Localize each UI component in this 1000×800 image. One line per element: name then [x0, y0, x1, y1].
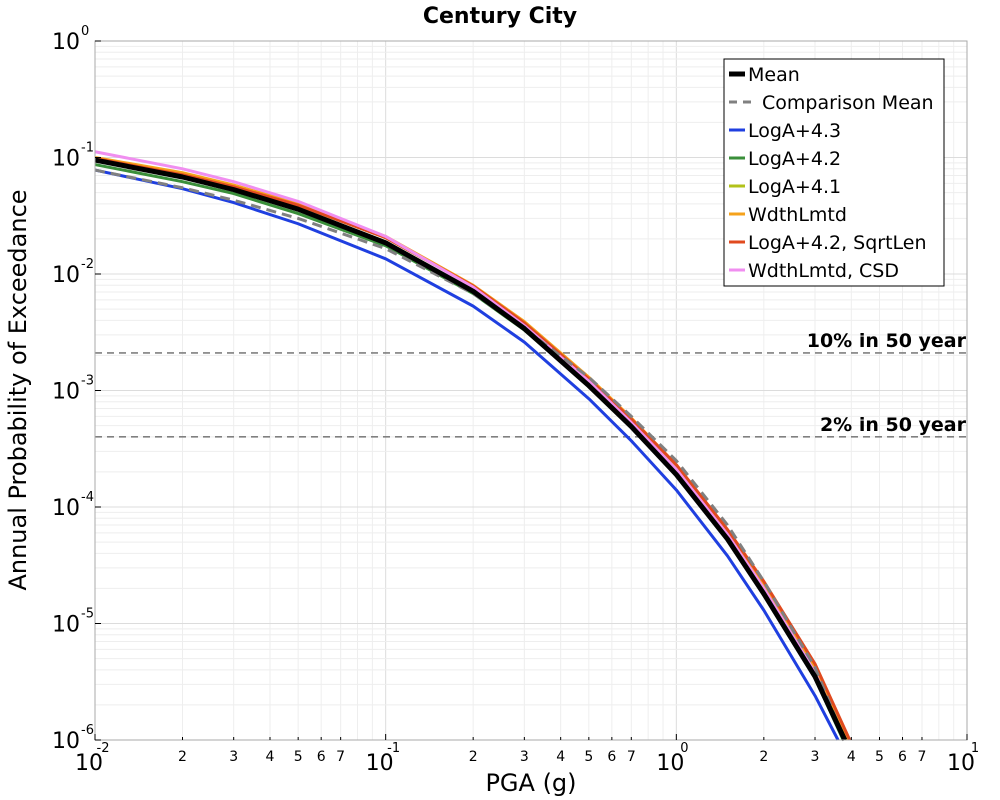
series-line: [94, 168, 847, 741]
x-axis-label: PGA (g): [485, 769, 576, 797]
legend-label: LogA+4.1: [748, 176, 841, 198]
series-lines: [94, 150, 852, 742]
y-tick-label: 10: [52, 263, 80, 288]
x-minor-tick-label: 2: [178, 749, 187, 765]
x-minor-tick-label: 4: [847, 749, 856, 765]
x-minor-tick-label: 3: [811, 749, 820, 765]
y-tick-label: 10: [52, 613, 80, 638]
y-tick-label: 10: [52, 147, 80, 172]
y-tick-exponent: -2: [81, 257, 94, 272]
legend-label: LogA+4.3: [748, 120, 841, 142]
x-minor-tick-label: 4: [266, 749, 275, 765]
y-axis-label: Annual Probability of Exceedance: [4, 189, 32, 590]
x-tick-exponent: -1: [387, 741, 400, 756]
x-tick-label: 10: [366, 751, 394, 776]
x-minor-tick-label: 7: [627, 749, 636, 765]
legend-label: Comparison Mean: [762, 92, 934, 114]
legend-label: LogA+4.2: [748, 148, 841, 170]
x-minor-tick-label: 2: [469, 749, 478, 765]
y-tick-label: 10: [52, 380, 80, 405]
x-minor-tick-label: 5: [294, 749, 303, 765]
x-tick-label: 10: [75, 751, 103, 776]
x-tick-exponent: 1: [971, 741, 979, 756]
y-tick-exponent: 0: [81, 24, 89, 39]
legend: Mean Comparison Mean LogA+4.3 LogA+4.2 LogA+…: [723, 58, 945, 287]
x-tick-label: 10: [656, 751, 684, 776]
y-tick-label: 10: [52, 30, 80, 55]
y-tick-label: 10: [52, 496, 80, 521]
legend-label: LogA+4.2, SqrtLen: [748, 232, 927, 254]
y-tick-exponent: -1: [81, 141, 94, 156]
y-tick-label: 10: [52, 729, 80, 754]
y-tick-exponent: -4: [81, 490, 94, 505]
series-line: [94, 168, 840, 741]
x-minor-tick-label: 3: [520, 749, 529, 765]
x-minor-tick-label: 6: [317, 749, 326, 765]
y-tick-exponent: -3: [81, 374, 94, 389]
x-minor-tick-label: 6: [607, 749, 616, 765]
x-minor-tick-label: 7: [918, 749, 927, 765]
x-minor-tick-label: 5: [875, 749, 884, 765]
x-tick-label: 10: [947, 751, 975, 776]
legend-label: Mean: [748, 64, 800, 86]
chart-title: Century City: [423, 4, 577, 29]
x-minor-tick-label: 4: [556, 749, 565, 765]
x-minor-tick-label: 7: [336, 749, 345, 765]
grid-lines: [94, 41, 967, 741]
legend-label: WdthLmtd, CSD: [748, 260, 899, 282]
reference-line-label: 2% in 50 year: [820, 414, 967, 436]
reference-lines: 10% in 50 year 2% in 50 year: [95, 330, 967, 438]
reference-line-label: 10% in 50 year: [807, 330, 967, 352]
y-tick-exponent: -6: [81, 723, 94, 738]
legend-box: [723, 58, 945, 287]
x-tick-exponent: 0: [680, 741, 688, 756]
x-tick-exponent: -2: [97, 741, 110, 756]
x-minor-tick-label: 5: [584, 749, 593, 765]
legend-label: WdthLmtd: [748, 204, 847, 226]
y-tick-exponent: -5: [81, 607, 94, 622]
x-minor-tick-label: 2: [759, 749, 768, 765]
x-minor-tick-label: 6: [898, 749, 907, 765]
x-minor-tick-label: 3: [229, 749, 238, 765]
series-line: [94, 157, 848, 742]
